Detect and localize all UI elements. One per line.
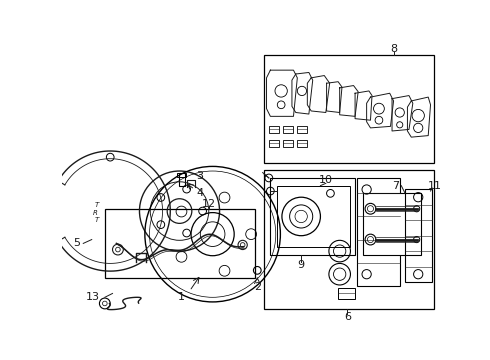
- Bar: [405, 189, 432, 282]
- Bar: [283, 126, 293, 133]
- Text: T: T: [95, 217, 99, 223]
- Text: 3: 3: [196, 171, 203, 181]
- Text: 9: 9: [297, 260, 305, 270]
- Circle shape: [113, 244, 123, 255]
- Text: 10: 10: [319, 175, 333, 185]
- Bar: [338, 288, 355, 299]
- Text: 12: 12: [202, 199, 216, 209]
- Bar: [179, 172, 185, 186]
- Text: 11: 11: [427, 181, 441, 191]
- Bar: [357, 178, 400, 286]
- Text: R: R: [93, 210, 97, 216]
- Text: 2: 2: [254, 282, 261, 292]
- Text: 6: 6: [344, 312, 351, 322]
- Text: T: T: [95, 202, 99, 208]
- Bar: [276, 186, 350, 247]
- Bar: [264, 170, 434, 309]
- Text: 7: 7: [392, 181, 399, 191]
- Text: 1: 1: [178, 292, 185, 302]
- Text: 8: 8: [390, 44, 397, 54]
- Text: 5: 5: [73, 238, 80, 248]
- Circle shape: [238, 240, 247, 249]
- Bar: [177, 172, 187, 177]
- Bar: [363, 193, 420, 255]
- Text: 13: 13: [86, 292, 100, 302]
- Bar: [264, 55, 434, 163]
- Bar: [283, 140, 293, 147]
- Bar: [105, 209, 255, 278]
- Bar: [270, 178, 355, 255]
- Bar: [269, 126, 279, 133]
- Bar: [296, 140, 307, 147]
- Bar: [296, 126, 307, 133]
- Text: 4: 4: [196, 188, 203, 198]
- Bar: [269, 140, 279, 147]
